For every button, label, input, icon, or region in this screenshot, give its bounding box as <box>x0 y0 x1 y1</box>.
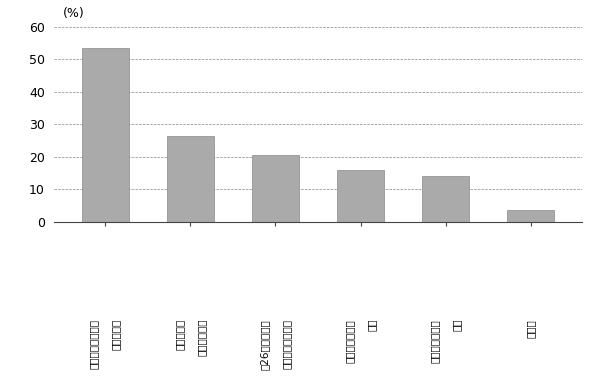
Text: 措置の存続: 措置の存続 <box>174 319 184 350</box>
Text: 医療に係る: 医療に係る <box>111 319 121 350</box>
Bar <box>252 155 299 222</box>
Text: 消費税損税の解消: 消費税損税の解消 <box>89 319 99 369</box>
Text: 事業税非課税: 事業税非課税 <box>196 319 206 356</box>
Bar <box>337 170 384 222</box>
Text: その他: その他 <box>526 319 536 338</box>
Text: 改善: 改善 <box>367 319 377 332</box>
Text: 医療法人制度の: 医療法人制度の <box>430 319 440 363</box>
Text: 改善: 改善 <box>452 319 462 332</box>
Bar <box>167 136 214 222</box>
Text: ４段階税制（措置: ４段階税制（措置 <box>281 319 292 369</box>
Bar <box>508 210 554 222</box>
Text: (%): (%) <box>62 7 84 20</box>
Bar <box>422 176 469 222</box>
Bar <box>82 48 128 222</box>
Text: 法26条）の存続: 法26条）の存続 <box>259 319 269 370</box>
Text: 一人医療法人の: 一人医療法人の <box>344 319 355 363</box>
